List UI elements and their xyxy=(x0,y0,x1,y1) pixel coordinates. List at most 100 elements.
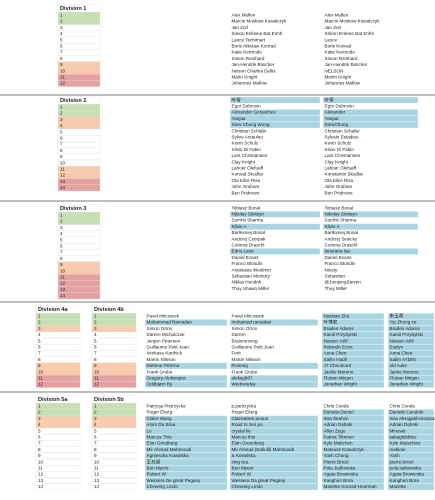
player-name: Lahoer Olefuaff xyxy=(325,166,357,171)
rank-cell xyxy=(57,104,101,111)
rank: 1 xyxy=(94,404,97,409)
player-name: Daniel Evans xyxy=(232,255,260,260)
player-name: Mateusz Kowalczyk xyxy=(324,447,365,452)
player-name: pola.lasbowska xyxy=(390,466,422,471)
rank: 3 xyxy=(94,326,97,331)
rank-cell xyxy=(91,356,137,363)
player-name: Evelyn xyxy=(390,345,404,350)
player-name: Simon Eriksine Bat Enhh xyxy=(232,31,283,36)
rank: 9 xyxy=(60,62,63,67)
player-name: Yip Zhong ze xyxy=(390,320,417,325)
player-name: Silvio A xyxy=(232,224,248,229)
player-name: Silvio A xyxy=(325,224,341,229)
player-name: Daniela Dorsel xyxy=(324,410,354,415)
player-name: Franco Blondin xyxy=(232,261,263,266)
player-name: 叶博宏 xyxy=(324,319,338,326)
rank-cell xyxy=(57,261,101,269)
rank-cell xyxy=(35,350,81,357)
player-name: @JumpingSteven xyxy=(325,280,362,285)
rank-cell xyxy=(57,153,101,161)
player-name: 王元昊 xyxy=(147,459,161,465)
rank-cell xyxy=(91,381,137,388)
rank-cell xyxy=(91,483,137,491)
rank-cell xyxy=(57,218,101,225)
rank: 7 xyxy=(38,351,41,356)
highlight-cell xyxy=(229,96,321,104)
rank-cell xyxy=(35,313,81,320)
rank: 6 xyxy=(38,345,41,350)
player-name: Ferit xyxy=(232,351,242,356)
rank-cell xyxy=(35,319,81,326)
player-name: Gregory Aleksiejew xyxy=(147,376,187,381)
rank-cell xyxy=(35,362,81,370)
rank-cell xyxy=(91,427,137,435)
player-name: Agata Browieska xyxy=(324,472,359,477)
player-name: Nasser Azlil xyxy=(390,338,414,343)
rank: 1 xyxy=(60,13,63,18)
player-name: Chris Conde xyxy=(324,404,350,409)
player-name: Nelson Charles Dellis xyxy=(232,68,277,73)
player-name: Tobiasz Bonal xyxy=(232,205,261,210)
rank-cell xyxy=(35,403,81,410)
rank-cell xyxy=(57,135,101,142)
rank: 10 xyxy=(60,68,66,73)
player-name: Adrian Dębski xyxy=(390,422,419,427)
player-name: Darren Michalczuk xyxy=(147,332,186,337)
rank: 6 xyxy=(94,435,97,440)
rank: 10 xyxy=(38,369,44,374)
rank-cell xyxy=(57,255,101,262)
player-name: Simon Orton xyxy=(232,326,258,331)
player-name: Kevin Schulz xyxy=(325,141,352,146)
rank: 5 xyxy=(60,37,63,42)
rank: 6 xyxy=(60,136,63,141)
highlight-cell xyxy=(229,362,319,370)
player-name: Patrycja Pietrzycka xyxy=(147,404,187,409)
rank: 12 xyxy=(94,472,100,477)
rank-cell xyxy=(57,122,101,130)
rank-cell xyxy=(57,30,101,38)
division-title: Division 4b xyxy=(94,307,124,313)
rank-cell xyxy=(35,415,81,422)
rank: 1 xyxy=(94,314,97,319)
player-name: Yanjaa xyxy=(232,116,246,121)
player-name: Guillaume Petit Jean xyxy=(232,345,275,350)
rank-cell xyxy=(91,362,137,370)
rank-cell xyxy=(35,421,81,429)
player-name: Marcus Thie xyxy=(147,435,173,440)
player-name: mohamed ramadan xyxy=(232,320,272,325)
rank: 4 xyxy=(60,231,63,236)
rank-cell xyxy=(57,236,101,244)
player-name: old nuke xyxy=(390,363,408,368)
player-name: Christian Schäfer xyxy=(232,128,268,133)
player-name: Tobiasz Bonal xyxy=(325,205,354,210)
rank: 5 xyxy=(94,338,97,343)
rank: 11 xyxy=(60,167,65,172)
rank-cell xyxy=(91,403,137,410)
player-name: NELSON xyxy=(325,68,344,73)
rank-cell xyxy=(57,110,101,117)
player-name: Alexander xyxy=(325,110,346,115)
player-name: Katie Kermode xyxy=(325,50,356,55)
rank: 10 xyxy=(60,268,66,273)
player-name: Anna Chen xyxy=(390,351,413,356)
rank: 9 xyxy=(60,262,63,267)
rank: 8 xyxy=(38,447,41,452)
rank: 12 xyxy=(94,382,100,387)
player-name: Agata Browieska xyxy=(390,472,425,477)
player-name: Claire Wang xyxy=(147,416,173,421)
rank: 4 xyxy=(60,123,63,128)
player-name: Nicety xyxy=(325,267,338,272)
player-name: 叶雪 xyxy=(232,96,242,103)
rank-cell xyxy=(57,116,101,123)
rank: 4 xyxy=(94,332,97,337)
rank-cell xyxy=(57,43,101,50)
player-name: Lars Christiansen xyxy=(325,153,361,158)
rank-cell xyxy=(57,12,101,19)
rank-cell xyxy=(91,337,137,345)
rank: 8 xyxy=(38,357,41,362)
player-name: Martin Nilsson xyxy=(147,357,177,362)
highlight-cell xyxy=(321,381,385,388)
rank: 14 xyxy=(38,484,44,489)
player-name: Robert W xyxy=(232,472,252,477)
